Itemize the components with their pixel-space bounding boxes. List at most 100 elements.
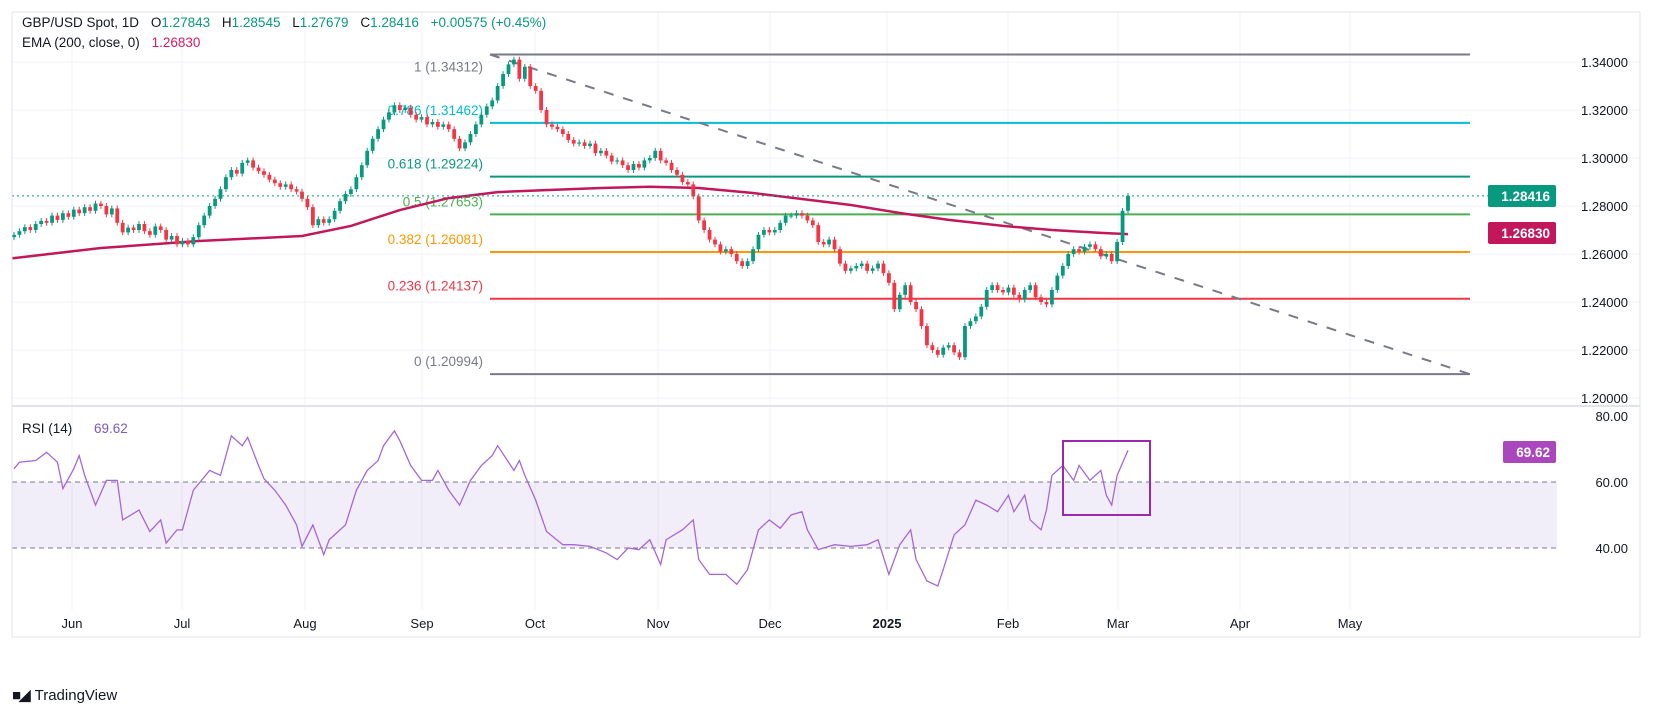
candle-body [919, 309, 924, 326]
candle-body [756, 234, 761, 250]
time-tick-label: Jul [174, 616, 191, 631]
candle-body [468, 134, 473, 143]
candle-body [1066, 254, 1071, 266]
price-tick-label: 1.22000 [1581, 343, 1628, 358]
fib-level-label: 0.236 (1.24137) [388, 279, 483, 294]
candle-body [941, 347, 946, 355]
candle-body [180, 240, 185, 245]
candle-body [642, 160, 647, 168]
candle-body [316, 219, 321, 226]
candle-body [528, 66, 533, 86]
svg-text:69.62: 69.62 [1516, 445, 1550, 460]
candle-body [120, 222, 125, 233]
candle-body [408, 107, 413, 115]
candle-body [897, 294, 902, 310]
candle-body [1109, 254, 1114, 262]
candle-body [615, 160, 620, 162]
candle-body [696, 196, 701, 221]
candle-body [185, 240, 190, 245]
candle-body [381, 119, 386, 130]
candle-body [175, 236, 179, 245]
high-label: H [221, 15, 232, 30]
candle-body [609, 155, 614, 162]
candle-body [1028, 285, 1033, 290]
candle-body [153, 226, 158, 235]
candle-body [767, 230, 772, 233]
candle-body [702, 220, 707, 230]
candle-body [870, 268, 875, 271]
ema-legend: EMA (200, close, 0) 1.26830 [22, 35, 200, 51]
fib-level-label: 0.618 (1.29224) [388, 157, 483, 172]
fibonacci-retracement[interactable]: 1 (1.34312) 0.786 (1.31462) 0.618 (1.29224… [388, 53, 1470, 376]
candle-body [772, 230, 777, 233]
candle-body [886, 273, 891, 283]
candle-body [39, 220, 44, 224]
candle-body [1082, 246, 1087, 252]
candle-body [349, 189, 353, 194]
candle-body [115, 208, 120, 223]
candle-body [762, 230, 766, 235]
candle-body [66, 213, 71, 217]
rsi-highlight-box[interactable] [1062, 440, 1151, 516]
candle-body [734, 254, 739, 262]
candle-body [435, 122, 440, 127]
candle-body [865, 263, 870, 271]
candle-body [272, 179, 277, 184]
candle-body [158, 226, 163, 230]
fib-level-label: 0.382 (1.26081) [388, 232, 483, 247]
candle-body [446, 124, 451, 130]
candle-body [843, 263, 848, 271]
close-value: 1.28416 [370, 15, 419, 30]
candles [12, 56, 1130, 361]
candle-body [71, 209, 76, 217]
candle-body [99, 203, 103, 206]
candle-body [800, 213, 804, 216]
candle-body [582, 142, 587, 146]
candle-body [631, 164, 636, 170]
candle-body [202, 215, 207, 226]
candle-body [637, 164, 641, 168]
candle-body [968, 321, 973, 326]
candle-body [973, 316, 978, 322]
candle-body [691, 184, 696, 197]
ema-200-line [12, 185, 1129, 260]
candle-body [778, 222, 783, 230]
candle-body [392, 105, 397, 113]
rsi-title: RSI (14) [22, 421, 72, 436]
candle-body [289, 184, 294, 190]
candle-body [1033, 285, 1038, 298]
candle-body [354, 177, 359, 190]
candle-body [213, 198, 217, 206]
rsi-line [13, 429, 1129, 587]
time-tick-label: Mar [1107, 616, 1130, 631]
candle-body [647, 158, 652, 161]
candle-body [713, 239, 717, 245]
candle-body [495, 86, 500, 101]
candle-body [12, 234, 16, 238]
candle-body [109, 208, 114, 215]
open-value: 1.27843 [161, 15, 211, 30]
candle-body [930, 345, 935, 350]
candle-body [88, 207, 92, 211]
candle-body [620, 160, 625, 166]
candle-body [419, 117, 424, 120]
candle-body [1055, 275, 1060, 290]
candle-body [169, 236, 174, 240]
candle-body [430, 122, 435, 125]
candle-body [490, 100, 495, 107]
candle-body [22, 227, 27, 232]
tradingview-logo[interactable]: ■◢ TradingView [12, 686, 117, 705]
candle-body [262, 171, 266, 175]
candle-body [305, 198, 310, 208]
candle-body [1077, 249, 1081, 252]
candle-body [278, 183, 283, 187]
candle-body [1104, 254, 1109, 257]
candle-body [1093, 244, 1098, 250]
candle-body [821, 242, 826, 245]
candle-body [593, 143, 598, 154]
candle-body [555, 126, 560, 130]
candle-body [952, 345, 957, 353]
candle-body [680, 174, 685, 182]
time-tick-label: 2025 [873, 616, 902, 631]
